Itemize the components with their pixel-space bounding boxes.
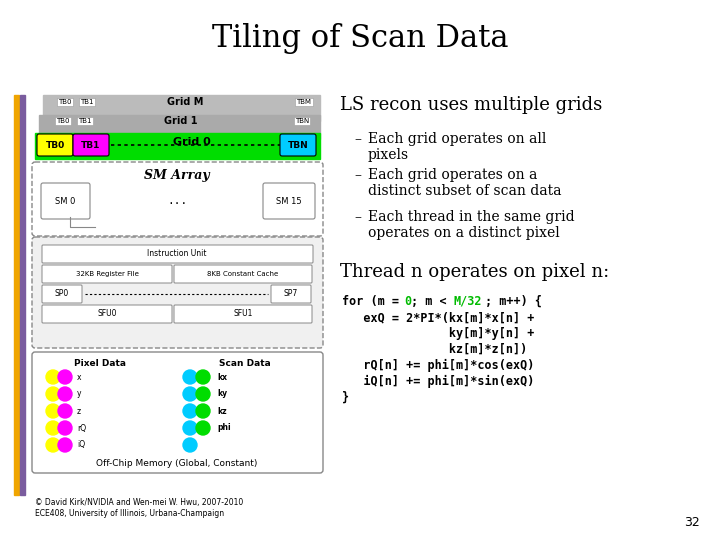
Text: kx: kx bbox=[217, 373, 227, 381]
Bar bbox=[20, 95, 25, 495]
Text: y: y bbox=[77, 389, 81, 399]
Circle shape bbox=[46, 404, 60, 418]
FancyBboxPatch shape bbox=[32, 237, 323, 348]
Circle shape bbox=[46, 438, 60, 452]
Text: 8KB Constant Cache: 8KB Constant Cache bbox=[207, 271, 279, 277]
Circle shape bbox=[46, 387, 60, 401]
Text: SFU1: SFU1 bbox=[233, 309, 253, 319]
Text: TBN: TBN bbox=[295, 118, 309, 124]
Text: TB1: TB1 bbox=[81, 140, 101, 150]
Text: Thread n operates on pixel n:: Thread n operates on pixel n: bbox=[340, 263, 609, 281]
Bar bbox=[14, 95, 19, 495]
Text: –: – bbox=[354, 132, 361, 146]
FancyBboxPatch shape bbox=[174, 305, 312, 323]
Circle shape bbox=[183, 387, 197, 401]
Circle shape bbox=[196, 387, 210, 401]
Text: Grid M: Grid M bbox=[167, 97, 203, 107]
Text: TB1: TB1 bbox=[78, 118, 91, 124]
Circle shape bbox=[196, 421, 210, 435]
Text: kz[m]*z[n]): kz[m]*z[n]) bbox=[342, 343, 527, 356]
Circle shape bbox=[58, 370, 72, 384]
FancyBboxPatch shape bbox=[42, 285, 82, 303]
Text: for (m =: for (m = bbox=[342, 295, 406, 308]
Text: ; m++) {: ; m++) { bbox=[485, 295, 542, 308]
Circle shape bbox=[46, 370, 60, 384]
FancyBboxPatch shape bbox=[42, 245, 313, 263]
Text: TBN: TBN bbox=[287, 140, 308, 150]
Text: Grid 1: Grid 1 bbox=[164, 116, 198, 126]
FancyBboxPatch shape bbox=[32, 352, 323, 473]
Text: TB1: TB1 bbox=[80, 99, 94, 105]
Text: M/32: M/32 bbox=[453, 295, 482, 308]
Circle shape bbox=[58, 438, 72, 452]
Text: LS recon uses multiple grids: LS recon uses multiple grids bbox=[340, 96, 602, 114]
FancyBboxPatch shape bbox=[73, 134, 109, 156]
Text: –: – bbox=[354, 168, 361, 182]
Circle shape bbox=[58, 421, 72, 435]
Circle shape bbox=[196, 370, 210, 384]
Text: Each grid operates on all
pixels: Each grid operates on all pixels bbox=[368, 132, 546, 162]
Text: ky: ky bbox=[217, 389, 227, 399]
FancyBboxPatch shape bbox=[42, 265, 172, 283]
Text: Grid 0: Grid 0 bbox=[173, 137, 211, 147]
Circle shape bbox=[183, 370, 197, 384]
FancyBboxPatch shape bbox=[37, 134, 73, 156]
FancyBboxPatch shape bbox=[42, 305, 172, 323]
Text: phi: phi bbox=[217, 423, 230, 433]
Text: TB0: TB0 bbox=[45, 140, 65, 150]
FancyBboxPatch shape bbox=[280, 134, 316, 156]
Text: TBM: TBM bbox=[297, 99, 312, 105]
Text: ...: ... bbox=[167, 196, 187, 206]
Text: iQ: iQ bbox=[77, 441, 85, 449]
Circle shape bbox=[46, 421, 60, 435]
Text: ky[m]*y[n] +: ky[m]*y[n] + bbox=[342, 327, 534, 340]
Text: TB0: TB0 bbox=[56, 118, 70, 124]
Bar bbox=[39, 115, 320, 139]
Text: 32KB Register File: 32KB Register File bbox=[76, 271, 138, 277]
FancyBboxPatch shape bbox=[41, 183, 90, 219]
Text: x: x bbox=[77, 373, 81, 381]
Circle shape bbox=[183, 421, 197, 435]
Text: Each thread in the same grid
operates on a distinct pixel: Each thread in the same grid operates on… bbox=[368, 210, 575, 240]
Circle shape bbox=[58, 387, 72, 401]
Bar bbox=[35, 133, 320, 159]
Text: © David Kirk/NVIDIA and Wen-mei W. Hwu, 2007-2010
ECE408, University of Illinois: © David Kirk/NVIDIA and Wen-mei W. Hwu, … bbox=[35, 498, 243, 518]
Text: SM Array: SM Array bbox=[144, 170, 210, 183]
Text: 0: 0 bbox=[404, 295, 411, 308]
Bar bbox=[43, 95, 320, 121]
Text: SFU0: SFU0 bbox=[97, 309, 117, 319]
Text: rQ: rQ bbox=[77, 423, 86, 433]
Text: Tiling of Scan Data: Tiling of Scan Data bbox=[212, 23, 508, 53]
Text: SM 15: SM 15 bbox=[276, 197, 302, 206]
Text: exQ = 2*PI*(kx[m]*x[n] +: exQ = 2*PI*(kx[m]*x[n] + bbox=[342, 311, 534, 324]
Text: –: – bbox=[354, 210, 361, 224]
Text: ; m <: ; m < bbox=[411, 295, 454, 308]
Text: rQ[n] += phi[m]*cos(exQ): rQ[n] += phi[m]*cos(exQ) bbox=[342, 359, 534, 372]
Text: Each grid operates on a
distinct subset of scan data: Each grid operates on a distinct subset … bbox=[368, 168, 562, 198]
Text: TB0: TB0 bbox=[58, 99, 72, 105]
Text: SM 0: SM 0 bbox=[55, 197, 75, 206]
FancyBboxPatch shape bbox=[263, 183, 315, 219]
Text: iQ[n] += phi[m]*sin(exQ): iQ[n] += phi[m]*sin(exQ) bbox=[342, 375, 534, 388]
Text: Off-Chip Memory (Global, Constant): Off-Chip Memory (Global, Constant) bbox=[96, 460, 258, 469]
FancyBboxPatch shape bbox=[271, 285, 311, 303]
Text: z: z bbox=[77, 407, 81, 415]
Circle shape bbox=[183, 438, 197, 452]
Text: Instruction Unit: Instruction Unit bbox=[148, 249, 207, 259]
Text: Scan Data: Scan Data bbox=[219, 359, 271, 368]
Circle shape bbox=[58, 404, 72, 418]
FancyBboxPatch shape bbox=[32, 162, 323, 236]
Text: SP7: SP7 bbox=[284, 289, 298, 299]
FancyBboxPatch shape bbox=[174, 265, 312, 283]
Text: 32: 32 bbox=[684, 516, 700, 529]
Text: SP0: SP0 bbox=[55, 289, 69, 299]
Text: Pixel Data: Pixel Data bbox=[74, 359, 126, 368]
Text: kz: kz bbox=[217, 407, 227, 415]
Text: }: } bbox=[342, 391, 349, 404]
Circle shape bbox=[196, 404, 210, 418]
Circle shape bbox=[183, 404, 197, 418]
